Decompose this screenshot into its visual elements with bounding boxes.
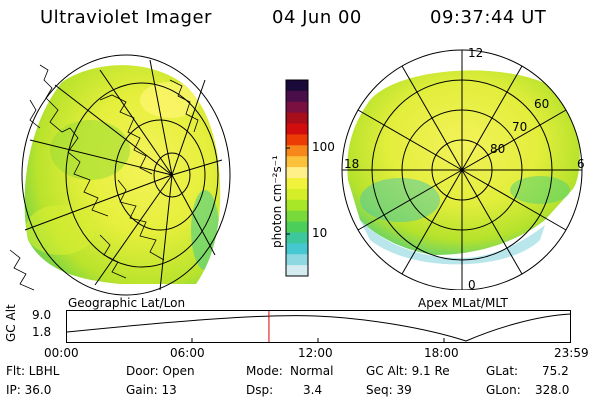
colorbar-stripe xyxy=(286,232,308,244)
colorbar-stripe xyxy=(286,112,308,125)
mlat-label-80: 80 xyxy=(490,142,506,156)
info-dsp-label: Dsp: xyxy=(246,383,274,397)
timeline-ytick-9: 9.0 xyxy=(32,308,52,322)
colorbar-tick-100: 100 xyxy=(312,140,335,154)
right-panel-caption: Apex MLat/MLT xyxy=(418,296,508,310)
timeline-plot xyxy=(66,310,571,343)
timeline-xtick-0600: 06:00 xyxy=(170,346,205,360)
time-label: 09:37:44 UT xyxy=(430,7,547,28)
coastlines xyxy=(9,64,199,291)
timeline-xtick-1800: 18:00 xyxy=(424,346,459,360)
mlt-label-12: 12 xyxy=(468,46,484,60)
colorbar-stripe xyxy=(286,123,308,135)
date-label: 04 Jun 00 xyxy=(272,7,362,28)
colorbar-ticks xyxy=(286,147,290,235)
altitude-curve xyxy=(66,313,571,342)
info-dsp-value: 3.4 xyxy=(303,383,323,397)
colorbar xyxy=(285,79,309,277)
colorbar-stripe xyxy=(286,210,308,223)
mlat-label-60: 60 xyxy=(534,97,550,111)
colorbar-unit-label: photon cm⁻²s⁻¹ xyxy=(270,155,284,248)
info-mode-value: Normal xyxy=(290,364,334,378)
polar-image xyxy=(341,49,583,290)
colorbar-stripe xyxy=(286,167,308,179)
mlt-label-0: 0 xyxy=(468,278,476,292)
colorbar-stripe xyxy=(286,134,308,146)
mlt-label-18: 18 xyxy=(344,157,360,171)
polar-grid xyxy=(341,49,583,290)
info-door: Door: Open xyxy=(126,364,195,378)
info-glat-value: 75.2 xyxy=(542,364,569,378)
timeline-xtick-2359: 23:59 xyxy=(554,346,589,360)
polar-data-layer xyxy=(347,70,580,265)
colorbar-stripe xyxy=(286,188,308,201)
colorbar-stripe xyxy=(286,221,308,233)
info-mode-label: Mode: xyxy=(246,364,283,378)
timeline-ticks xyxy=(191,338,445,343)
colorbar-tick-10: 10 xyxy=(312,226,328,240)
info-flt: Flt: LBHL xyxy=(6,364,60,378)
colorbar-stripe xyxy=(286,243,308,255)
mlt-label-6: 6 xyxy=(577,157,585,171)
colorbar-stripe xyxy=(286,80,308,92)
geo-data-layer xyxy=(24,65,221,285)
colorbar-stripe xyxy=(286,101,308,114)
mlat-label-70: 70 xyxy=(512,120,528,134)
colorbar-stripe xyxy=(286,254,308,266)
info-glon-label: GLon: xyxy=(486,383,521,397)
geographic-image xyxy=(9,54,231,296)
colorbar-stripe xyxy=(286,178,308,190)
colorbar-stripe xyxy=(286,145,308,157)
timeline-ytick-1-8: 1.8 xyxy=(32,325,52,339)
colorbar-stripe xyxy=(286,265,308,277)
timeline-xtick-1200: 12:00 xyxy=(298,346,333,360)
timeline-xtick-0000: 00:00 xyxy=(44,346,79,360)
instrument-title: Ultraviolet Imager xyxy=(40,7,212,28)
info-gcalt: GC Alt: 9.1 Re xyxy=(366,364,450,378)
colorbar-gradient xyxy=(286,80,308,277)
left-panel-caption: Geographic Lat/Lon xyxy=(68,296,186,310)
info-gain: Gain: 13 xyxy=(126,383,177,397)
info-seq: Seq: 39 xyxy=(366,383,412,397)
info-glon-value: 328.0 xyxy=(535,383,570,397)
colorbar-stripe xyxy=(286,156,308,168)
timeline-y-label: GC Alt xyxy=(4,304,18,342)
colorbar-stripe xyxy=(286,90,308,103)
colorbar-stripe xyxy=(286,199,308,212)
info-ip: IP: 36.0 xyxy=(6,383,52,397)
geo-grid xyxy=(21,54,231,296)
info-glat-label: GLat: xyxy=(486,364,519,378)
